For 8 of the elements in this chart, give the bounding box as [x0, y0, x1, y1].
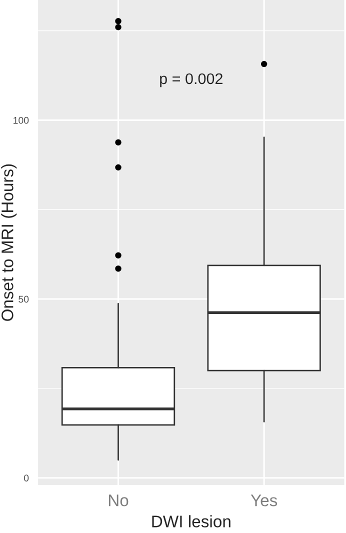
annotation: p = 0.002 [160, 73, 222, 88]
y-tick-label: 0 [24, 474, 29, 482]
x-tick-label: No [108, 494, 128, 506]
y-tick-label: 50 [18, 296, 29, 303]
y-tick-label: 100 [14, 116, 29, 124]
y-axis-title: Onset to MRI (Hours) [1, 164, 17, 321]
x-axis-title: DWI lesion [152, 515, 230, 528]
x-tick-label: Yes [250, 494, 278, 506]
